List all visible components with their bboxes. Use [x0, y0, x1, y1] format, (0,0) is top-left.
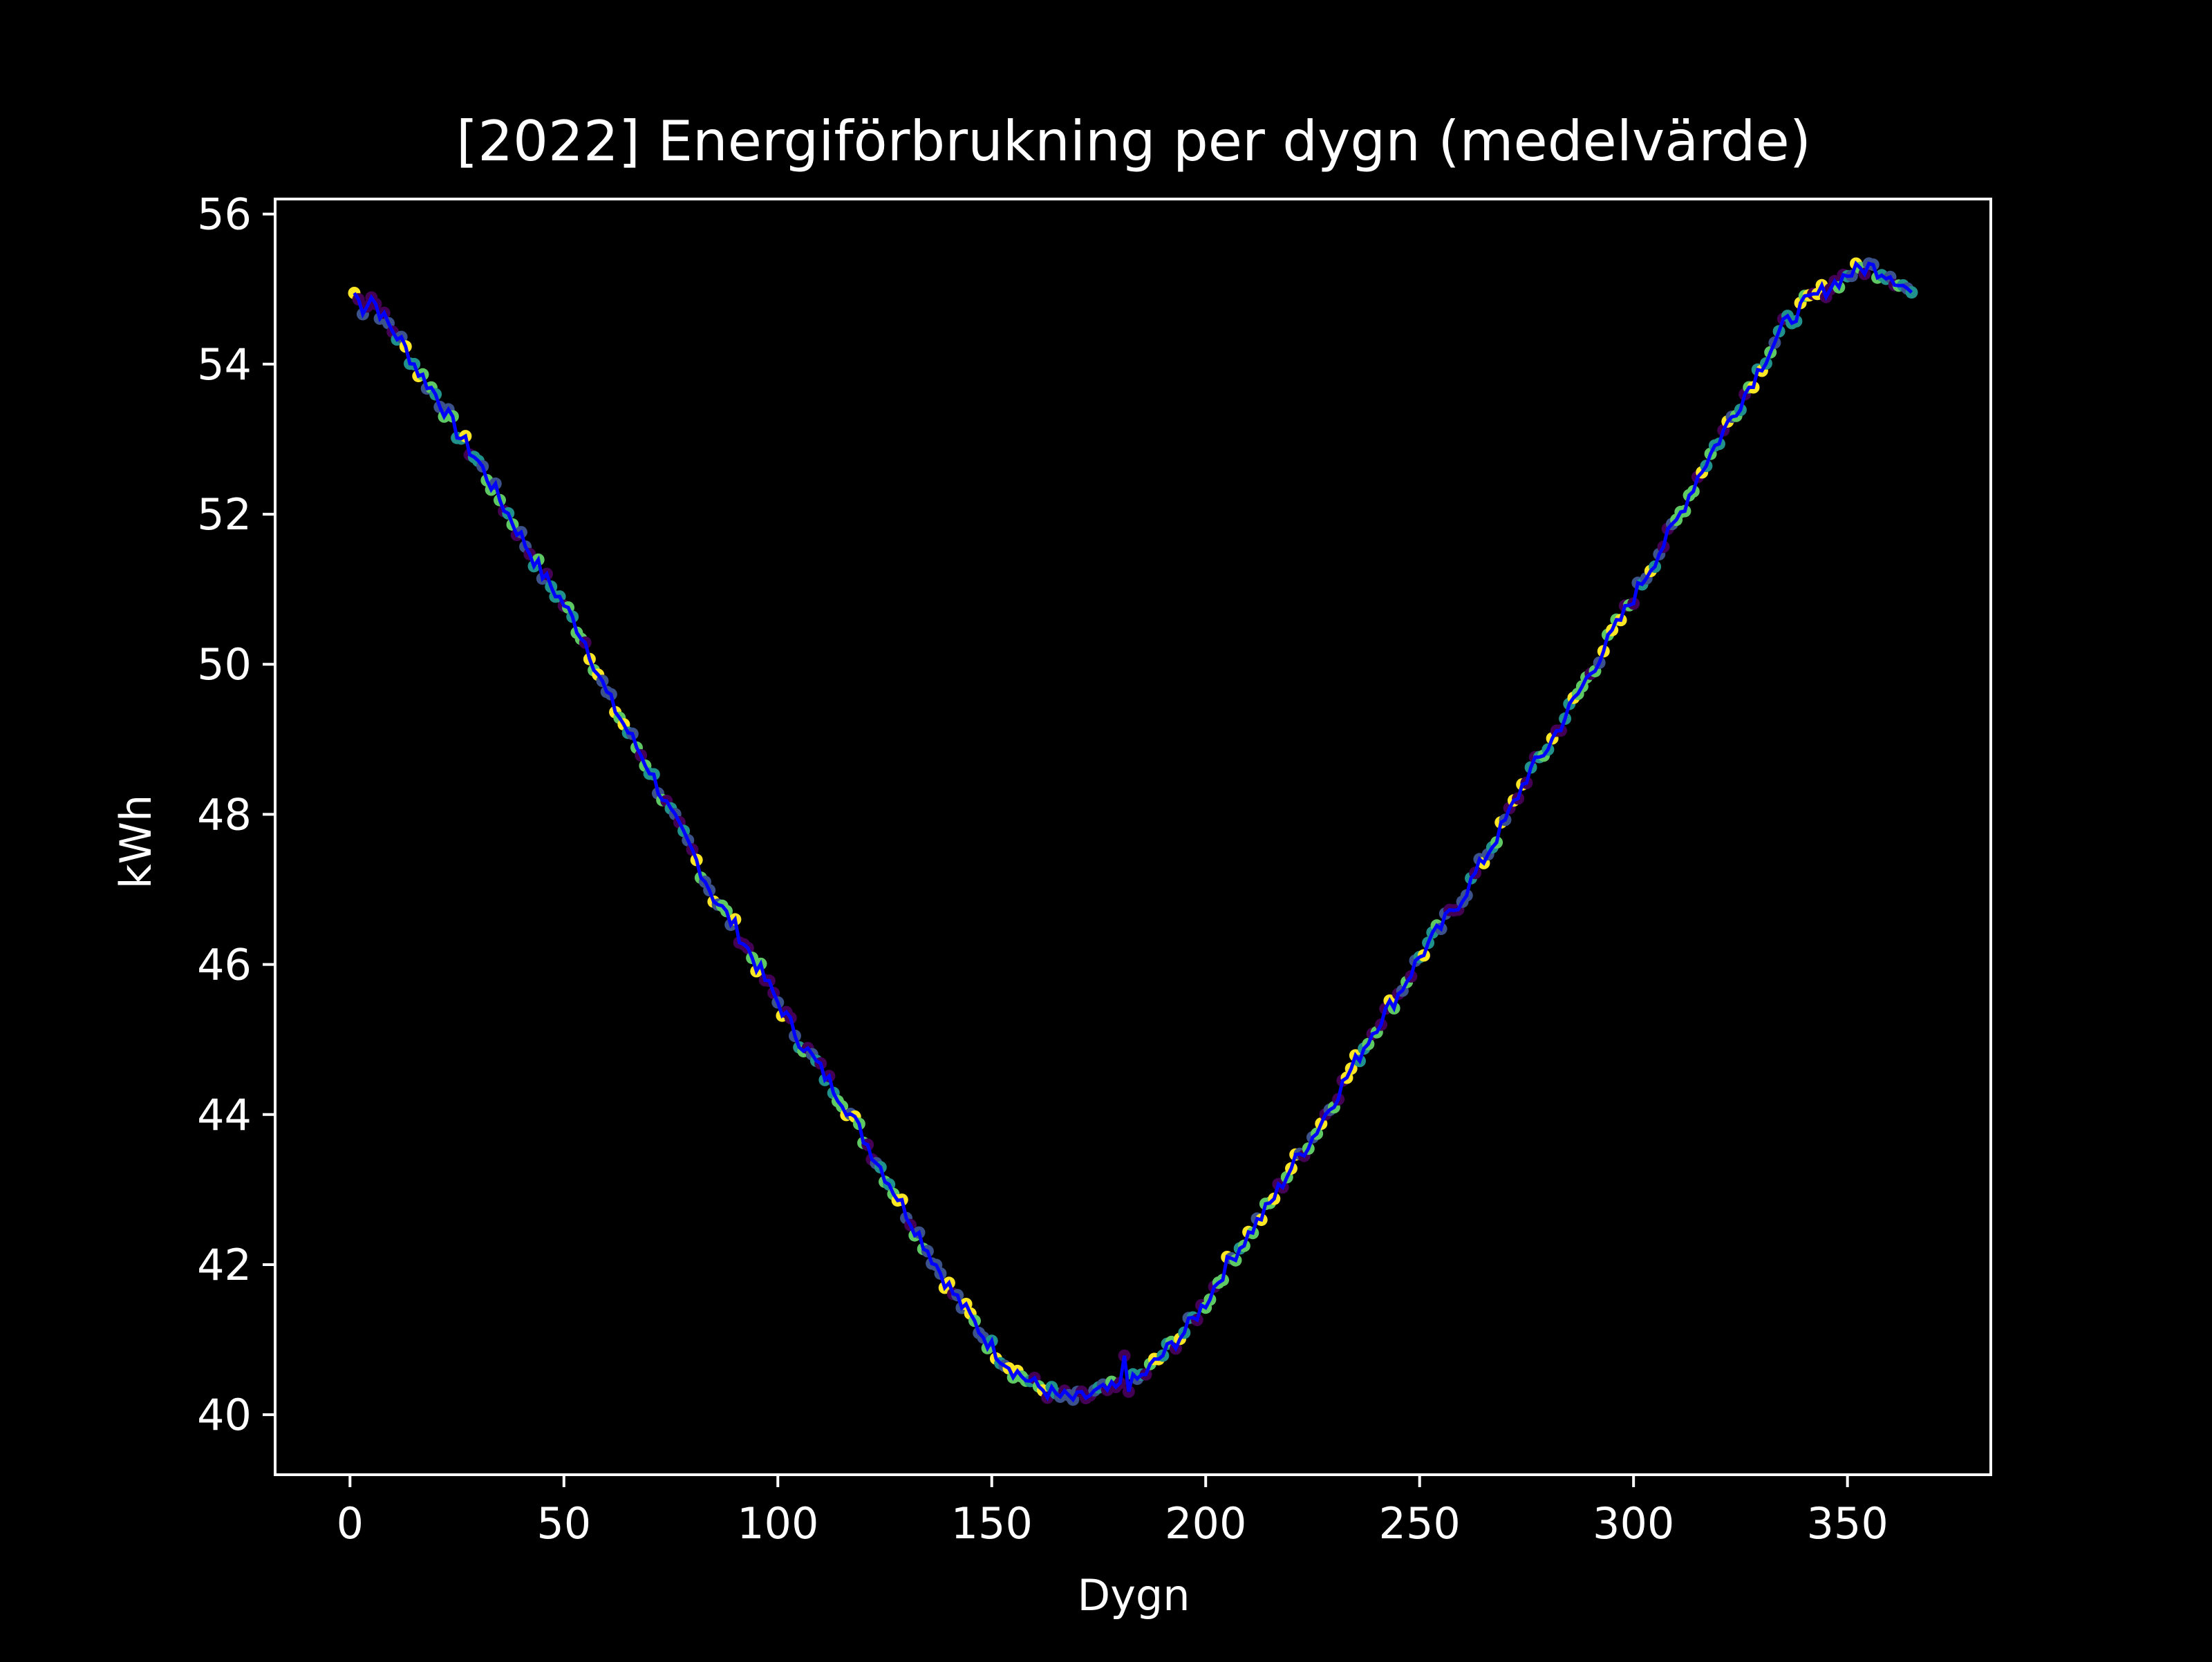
y-tick-label: 44 — [197, 1090, 252, 1140]
y-tick-label: 40 — [197, 1390, 252, 1440]
x-tick-label: 150 — [951, 1498, 1033, 1549]
y-axis-label: kWh — [111, 795, 161, 889]
y-tick-label: 42 — [197, 1240, 252, 1290]
plot-layer — [348, 257, 1918, 1406]
x-tick-label: 100 — [737, 1498, 818, 1549]
y-tick-label: 52 — [197, 489, 252, 540]
y-tick-label: 48 — [197, 789, 252, 840]
x-tick-label: 200 — [1165, 1498, 1246, 1549]
x-tick-label: 350 — [1806, 1498, 1888, 1549]
y-tick-label: 56 — [197, 189, 252, 240]
x-axis-label: Dygn — [1077, 1570, 1190, 1621]
x-tick-label: 0 — [337, 1498, 364, 1549]
y-tick-label: 54 — [197, 339, 252, 390]
y-tick-label: 46 — [197, 940, 252, 990]
chart-title: [2022] Energiförbrukning per dygn (medel… — [456, 109, 1811, 173]
plot-frame — [274, 198, 1992, 1476]
series-line — [353, 260, 1913, 1403]
x-tick-label: 300 — [1593, 1498, 1674, 1549]
y-tick-label: 50 — [197, 639, 252, 690]
x-tick-label: 250 — [1379, 1498, 1461, 1549]
x-tick-label: 50 — [536, 1498, 591, 1549]
